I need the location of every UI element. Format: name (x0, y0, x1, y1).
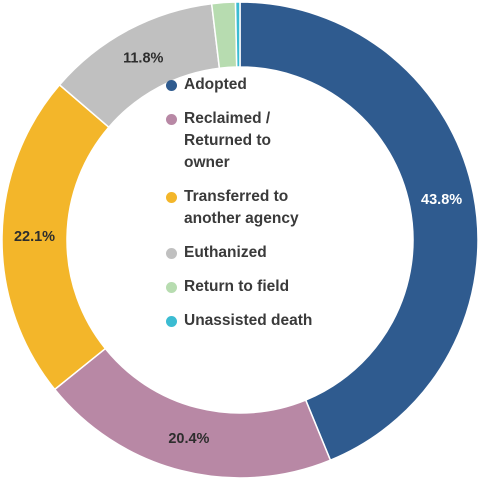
slice-transferred-value-label: 22.1% (14, 229, 55, 245)
legend-item-euthanized: Euthanized (166, 242, 366, 264)
slice-reclaimed (53, 347, 332, 479)
legend-swatch (166, 248, 177, 259)
legend-label: Reclaimed / Returned to owner (184, 110, 271, 171)
legend-item-adopted: Adopted (166, 74, 366, 96)
slice-reclaimed-value-label: 20.4% (168, 431, 209, 447)
legend-item-return-to-field: Return to field (166, 276, 366, 298)
legend-label: Euthanized (184, 244, 267, 261)
legend-swatch (166, 192, 177, 203)
legend-label: Return to field (184, 278, 290, 295)
slice-labels: 43.8% 20.4% 22.1% 11.8% (14, 51, 462, 447)
legend-label: Transferred to another agency (184, 188, 299, 227)
slice-adopted (239, 1, 479, 462)
slice-euthanized-value-label: 11.8% (123, 51, 163, 67)
legend-swatch (166, 114, 177, 125)
legend-item-transferred: Transferred to another agency (166, 186, 366, 230)
legend-item-reclaimed: Reclaimed / Returned to owner (166, 108, 366, 174)
slice-adopted-value-label: 43.8% (421, 192, 462, 208)
legend-swatch (166, 80, 177, 91)
legend-swatch (166, 316, 177, 327)
legend-swatch (166, 282, 177, 293)
chart-legend: Adopted Reclaimed / Returned to owner Tr… (166, 74, 366, 344)
slice-unassisted-death (234, 1, 241, 68)
legend-label: Unassisted death (184, 312, 313, 329)
legend-label: Adopted (184, 76, 247, 93)
legend-item-unassisted-death: Unassisted death (166, 310, 366, 332)
